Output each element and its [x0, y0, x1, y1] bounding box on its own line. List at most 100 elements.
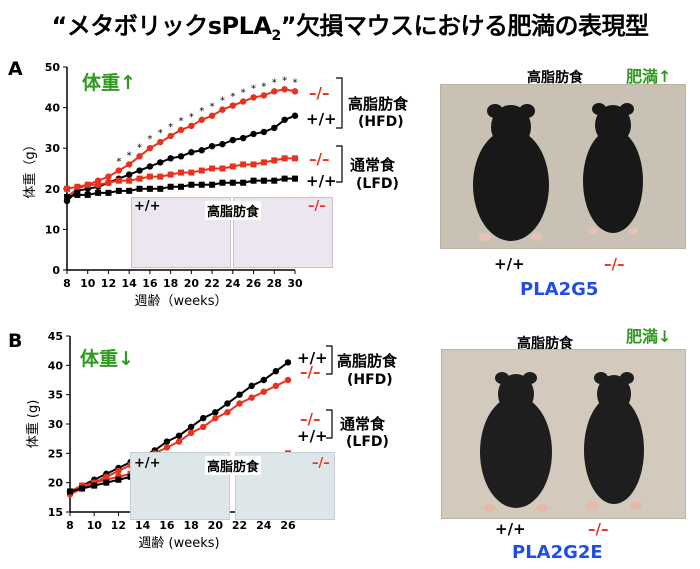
panel-a-significance-mark: *	[158, 128, 163, 139]
panel-a-data-point	[250, 177, 257, 184]
panel-a-data-point	[208, 142, 216, 150]
panel-a-x-tick-label: 10	[80, 277, 96, 290]
title-main: “メタボリックsPLA	[51, 12, 272, 40]
panel-a-x-axis-label: 週齢（weeks）	[135, 294, 228, 309]
panel-b-histology-ko-label: –/–	[312, 456, 330, 471]
panel-a-weight-label: 体重↑	[82, 72, 136, 94]
panel-a-significance-mark: *	[282, 75, 287, 86]
panel-a-x-tick-label: 18	[163, 277, 178, 290]
panel-b-y-tick-label: 45	[48, 330, 63, 343]
panel-b-x-axis-label: 週齢 (weeks)	[138, 536, 219, 551]
panel-a-data-point	[146, 145, 154, 152]
panel-a-data-point	[271, 157, 278, 164]
panel-a-data-point	[167, 183, 174, 190]
panel-b-data-point	[212, 414, 219, 422]
panel-b-gene-label: PLA2G2E	[512, 542, 603, 563]
figure-title: “メタボリックsPLA2”欠損マウスにおける肥満の表現型	[0, 6, 700, 44]
panel-a-data-point	[157, 185, 164, 192]
panel-a-data-point	[146, 185, 153, 192]
panel-a-histology-wt-label: +/+	[134, 199, 161, 214]
panel-b-data-point	[187, 429, 195, 436]
panel-a-data-point	[188, 181, 195, 188]
panel-a-photo-wt-label: +/+	[494, 255, 525, 273]
title-rest: ”欠損マウスにおける肥満の表現型	[280, 12, 649, 40]
panel-b-data-point	[236, 400, 243, 407]
panel-a-obesity-label: 肥満↑	[626, 67, 672, 86]
panel-a-data-point	[240, 161, 247, 168]
panel-a-significance-mark: *	[251, 83, 256, 94]
panel-a-significance-mark: *	[116, 157, 121, 168]
panel-a-data-point	[115, 167, 123, 174]
panel-a-data-point	[74, 183, 81, 190]
panel-a-y-tick-label: 40	[45, 102, 61, 115]
panel-a-lfd-abbr: (LFD)	[356, 176, 399, 192]
panel-a-hfd-abbr: (HFD)	[358, 114, 404, 130]
panel-b-x-tick-label: 16	[159, 519, 175, 532]
panel-a-x-tick-label: 8	[63, 277, 71, 290]
panel-a-data-point	[271, 177, 278, 184]
panel-a-significance-mark: *	[179, 116, 184, 127]
panel-b-data-point	[284, 376, 292, 384]
panel-b-data-point	[272, 382, 280, 390]
panel-b-photo-title: 高脂肪食	[517, 336, 573, 352]
panel-a-data-point	[292, 155, 298, 162]
panel-a-histology-title: 高脂肪食	[205, 201, 262, 220]
panel-a-data-point	[271, 88, 278, 95]
panel-a-photo-title: 高脂肪食	[527, 70, 583, 86]
panel-a-data-point	[74, 191, 81, 198]
panel-a-data-point	[146, 163, 154, 170]
panel-b-data-point	[67, 488, 73, 495]
panel-a-data-point	[281, 175, 288, 182]
panel-a-data-point	[136, 153, 143, 160]
panel-a-letter: A	[8, 58, 23, 80]
panel-a-data-point	[157, 173, 164, 180]
panel-a-data-point	[260, 128, 268, 136]
panel-a-hfd-label: 高脂肪食	[348, 95, 409, 113]
panel-b-data-point	[163, 444, 171, 451]
panel-a-data-point	[178, 169, 184, 176]
panel-b-weight-label: 体重↓	[80, 348, 134, 370]
panel-b-y-tick-label: 15	[48, 506, 63, 519]
panel-b-data-point	[163, 438, 171, 445]
panel-a-x-tick-label: 28	[267, 277, 282, 290]
panel-a-data-point	[64, 193, 70, 200]
panel-a-data-point	[105, 173, 112, 180]
panel-a-data-point	[188, 122, 195, 130]
panel-a-data-point	[125, 161, 133, 168]
panel-b-hfd-label: 高脂肪食	[337, 352, 398, 370]
panel-b-mice-illustration	[480, 372, 644, 512]
panel-b-photo-wt-label: +/+	[495, 520, 526, 538]
panel-a-data-point	[198, 167, 205, 174]
panel-a-data-point	[281, 116, 288, 123]
panel-a-data-point	[219, 179, 226, 186]
panel-a-plot-layer: 0 10 20 30 40 50 8 10 12 14 16 18 20 22 24 26 28 30 週齢（wee…	[22, 61, 343, 309]
panel-b-data-point	[115, 476, 122, 483]
panel-a-data-point	[167, 155, 174, 162]
panel-b-histology-wt-image	[130, 452, 230, 520]
panel-a-x-tick-label: 26	[246, 277, 262, 290]
panel-a-data-point	[126, 177, 133, 184]
panel-b-hfd-bracket	[326, 345, 333, 375]
panel-a-significance-mark: *	[272, 77, 277, 88]
panel-b-data-point	[248, 394, 255, 401]
panel-a-data-point	[125, 171, 133, 178]
panel-a-photo-ko-label: –/–	[604, 255, 625, 273]
panel-b-lfd-abbr: (LFD)	[346, 434, 389, 450]
panel-b-data-point	[91, 482, 98, 489]
panel-a-data-point	[136, 175, 143, 182]
panel-a-data-point	[177, 153, 185, 160]
panel-a-data-point	[105, 179, 112, 186]
panel-a-mice-illustration	[473, 103, 643, 241]
panel-b-data-point	[224, 400, 231, 407]
panel-a-data-point	[281, 86, 288, 93]
panel-a-gene-label: PLA2G5	[520, 279, 599, 300]
panel-b-data-point	[175, 438, 183, 445]
panel-a-significance-mark: *	[127, 150, 132, 161]
panel-a-data-point	[105, 189, 112, 196]
panel-a-data-point	[240, 179, 247, 186]
panel-b-photo-ko-label: –/–	[588, 520, 609, 538]
panel-a-data-point	[84, 181, 91, 188]
panel-a-data-point	[146, 173, 153, 180]
panel-a-data-point	[115, 177, 122, 184]
panel-a-data-point	[219, 140, 226, 148]
